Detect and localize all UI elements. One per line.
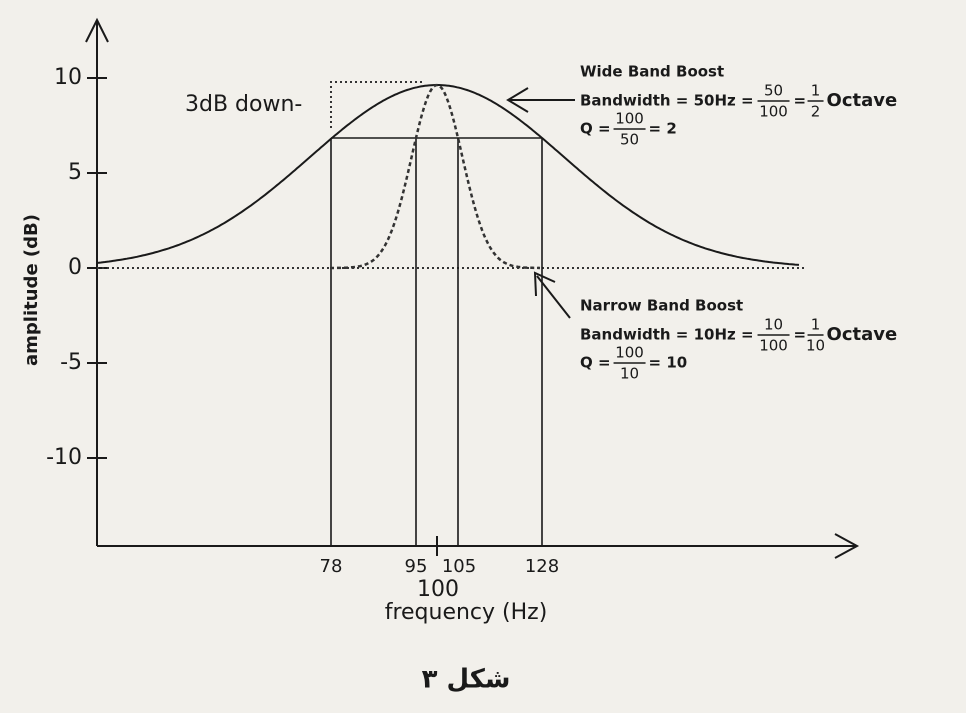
x-axis [97, 533, 860, 559]
q-text: Q = [580, 120, 611, 138]
q-value: = 2 [649, 120, 677, 138]
annotation-3db: 3dB down- [185, 92, 302, 117]
fraction-num: 100 [615, 110, 644, 128]
block-title: Wide Band Boost [580, 63, 724, 81]
y-tick-label: 5 [68, 160, 82, 185]
equals: = [794, 92, 807, 110]
bandwidth-lines [330, 137, 543, 546]
fraction-den: 100 [759, 103, 788, 121]
y-axis-label: amplitude (dB) [21, 214, 42, 366]
y-tick-label: 10 [54, 65, 82, 90]
fraction-den: 100 [759, 337, 788, 355]
labels: 10 5 0 -5 -10 78 95 105 128 100 frequenc… [21, 65, 559, 695]
y-tick-label: 0 [68, 255, 82, 280]
fraction-num: 1 [811, 316, 821, 334]
fraction-den: 50 [620, 131, 639, 149]
fraction-num: 100 [615, 344, 644, 362]
fraction-den: 10 [620, 365, 639, 383]
fraction-num: 1 [811, 82, 821, 100]
caption: شکل ۳ [422, 665, 511, 695]
x-center-label: 100 [417, 577, 459, 602]
x-tick-label: 128 [525, 556, 559, 577]
x-tick-label: 95 [405, 556, 428, 577]
fraction-num: 10 [764, 316, 783, 334]
narrow-band-curve [330, 83, 541, 270]
octave-text: Octave [827, 90, 898, 111]
wide-band-curve [96, 84, 800, 266]
x-tick-label: 78 [320, 556, 343, 577]
block-title: Narrow Band Boost [580, 297, 743, 315]
x-axis-label: frequency (Hz) [385, 600, 548, 625]
equals: = [794, 326, 807, 344]
narrow-arrow [533, 271, 571, 319]
wide-arrow [506, 87, 575, 113]
fraction-den: 10 [806, 337, 825, 355]
bandwidth-text: Bandwidth = 50Hz = [580, 92, 754, 110]
fraction-den: 2 [811, 103, 821, 121]
bandwidth-text: Bandwidth = 10Hz = [580, 326, 754, 344]
fraction-num: 50 [764, 82, 783, 100]
q-value: = 10 [649, 354, 688, 372]
q-text: Q = [580, 354, 611, 372]
y-tick-label: -10 [46, 445, 82, 470]
octave-text: Octave [827, 324, 898, 345]
3db-bracket [330, 81, 425, 128]
x-tick-label: 105 [442, 556, 476, 577]
y-tick-label: -5 [60, 350, 82, 375]
